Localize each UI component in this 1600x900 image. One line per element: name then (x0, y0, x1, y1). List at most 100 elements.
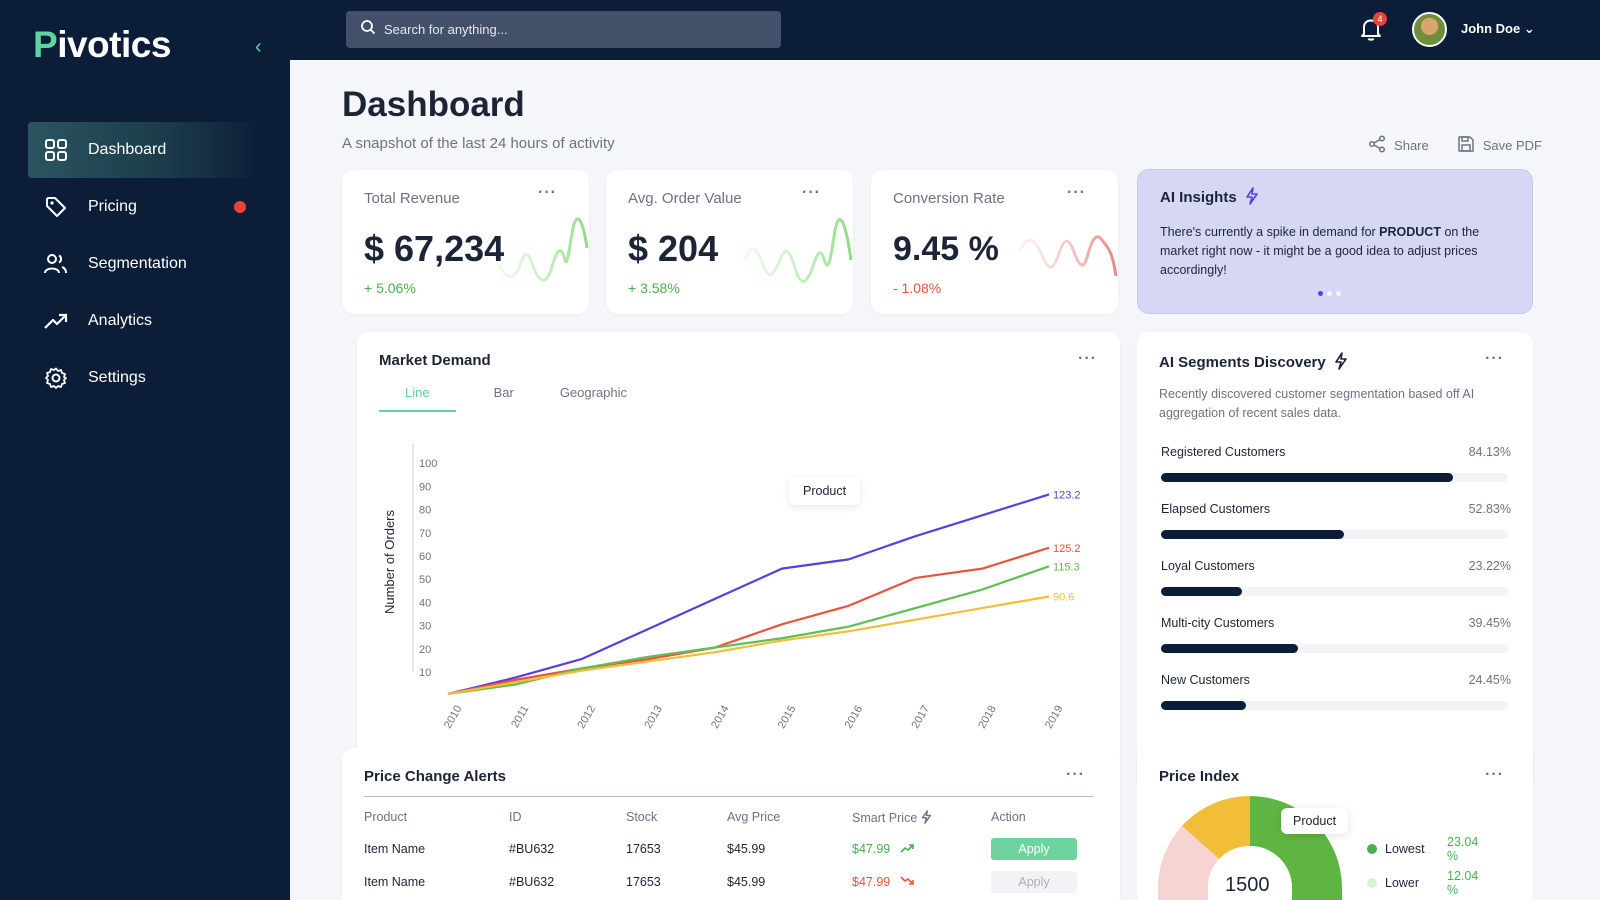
logo[interactable]: Pivotics (33, 24, 171, 66)
more-options-icon[interactable]: ··· (1078, 350, 1097, 367)
x-tick-label: 2015 (776, 704, 799, 731)
search-input[interactable] (384, 22, 764, 37)
carousel-dot[interactable] (1327, 291, 1332, 296)
logo-mark: P (33, 24, 58, 65)
carousel-dot[interactable] (1336, 291, 1341, 296)
more-options-icon[interactable]: ··· (538, 184, 557, 201)
legend-value: 23.04 % (1447, 835, 1479, 863)
column-header: Stock (626, 810, 658, 824)
action-cell: Apply (991, 865, 1094, 898)
insight-text-before: There's currently a spike in demand for (1160, 225, 1380, 239)
column-header: Product (364, 810, 408, 824)
donut-segment-lowest (1250, 796, 1342, 888)
more-options-icon[interactable]: ··· (1066, 766, 1085, 783)
segment-percent: 39.45% (1468, 616, 1511, 630)
series-end-label: 115.3 (1053, 561, 1080, 573)
kpi-value: 9.45 % (893, 230, 999, 268)
chart-tabs: Line Bar Geographic (379, 385, 665, 412)
kpi-change: - 1.08% (893, 280, 942, 296)
save-icon (1457, 135, 1475, 156)
product-cell: Item Name (364, 874, 426, 889)
avg-price-cell: $45.99 (727, 841, 766, 856)
series-end-label: 123.2 (1053, 489, 1081, 501)
y-tick-label: 60 (419, 551, 431, 563)
segment-name: Multi-city Customers (1161, 616, 1275, 630)
series-end-label: 125.2 (1053, 543, 1081, 555)
sidebar-item-segmentation[interactable]: Segmentation (28, 236, 264, 292)
save-pdf-button[interactable]: Save PDF (1457, 135, 1542, 156)
price-alerts-title: Price Change Alerts (364, 768, 506, 785)
divider (364, 796, 1094, 797)
more-options-icon[interactable]: ··· (1485, 350, 1504, 367)
kpi-value: $ 67,234 (364, 228, 505, 269)
segment-progress-track (1161, 644, 1508, 653)
x-tick-label: 2016 (843, 704, 866, 731)
series-line-yellow (447, 595, 1050, 696)
chart-tooltip: Product (789, 477, 861, 505)
share-button[interactable]: Share (1368, 135, 1429, 156)
sidebar-item-dashboard[interactable]: Dashboard (28, 122, 264, 178)
donut-segment-pink (1158, 826, 1219, 900)
segment-percent: 23.22% (1468, 559, 1511, 573)
tab-geographic[interactable]: Geographic (559, 385, 628, 400)
x-tick-label: 2012 (576, 704, 599, 731)
table-header-row: Product ID Stock Smart PriceAvg Price Sm… (364, 802, 1094, 832)
market-demand-title: Market Demand (379, 352, 491, 369)
more-options-icon[interactable]: ··· (1485, 766, 1504, 783)
segment-progress-fill (1161, 644, 1298, 653)
tab-bar[interactable]: Bar (493, 385, 514, 400)
tab-line[interactable]: Line (379, 385, 456, 412)
y-tick-label: 80 (419, 505, 431, 517)
trend-up-icon (900, 843, 914, 853)
sidebar-item-settings[interactable]: Settings (28, 350, 264, 406)
y-tick-label: 10 (419, 667, 431, 679)
search-icon (360, 19, 376, 40)
search-bar[interactable] (346, 11, 781, 48)
y-tick-label: 100 (419, 458, 437, 470)
user-menu[interactable]: John Doe ⌄ (1461, 21, 1535, 37)
apply-button[interactable]: Apply (991, 837, 1077, 860)
more-options-icon[interactable]: ··· (802, 184, 821, 201)
kpi-label: Conversion Rate (893, 190, 1005, 207)
lightning-icon (921, 809, 931, 824)
y-tick-label: 90 (419, 481, 431, 493)
segment-progress-fill (1161, 587, 1242, 596)
ai-insights-text: There's currently a spike in demand for … (1160, 223, 1510, 280)
more-options-icon[interactable]: ··· (1067, 184, 1086, 201)
sidebar-item-pricing[interactable]: Pricing (28, 179, 264, 235)
price-index-title: Price Index (1159, 768, 1240, 785)
y-axis-label: Number of Orders (382, 509, 397, 614)
page-actions: Share Save PDF (1368, 135, 1542, 156)
avg-price-cell: $45.99 (727, 874, 766, 889)
share-icon (1368, 135, 1386, 156)
carousel-dot[interactable] (1318, 291, 1323, 296)
segments-description: Recently discovered customer segmentatio… (1159, 387, 1475, 420)
y-tick-label: 50 (419, 574, 431, 586)
market-demand-card: Market Demand ··· Line Bar Geographic Nu… (357, 332, 1120, 795)
sidebar-item-analytics[interactable]: Analytics (28, 293, 264, 349)
segment-name: Loyal Customers (1161, 559, 1255, 573)
price-alerts-card: Price Change Alerts ··· Product ID Stock… (342, 748, 1120, 900)
ai-insights-title-text: AI Insights (1160, 189, 1237, 206)
avatar[interactable] (1412, 12, 1447, 47)
legend-label: Lower (1385, 876, 1420, 890)
notification-bell-icon[interactable] (1358, 16, 1384, 42)
y-tick-label: 20 (419, 644, 431, 656)
alert-dot (234, 201, 246, 213)
trend-down-icon (900, 875, 914, 885)
main-content: Dashboard A snapshot of the last 24 hour… (290, 60, 1600, 900)
price-index-donut (1158, 796, 1342, 900)
legend-item: Lower 12.04 % (1367, 869, 1478, 897)
save-pdf-label: Save PDF (1482, 138, 1542, 153)
kpi-card-aov: Avg. Order Value ··· $ 204 + 3.58% (606, 170, 853, 314)
apply-button[interactable]: Apply (991, 870, 1077, 893)
segments-title: AI Segments Discovery (1159, 352, 1348, 371)
gear-icon (44, 366, 68, 390)
y-tick-label: 70 (419, 528, 431, 540)
column-header: ID (509, 810, 522, 824)
segment-progress-fill (1161, 473, 1453, 482)
donut-center-value: 1500 (1225, 874, 1270, 896)
collapse-sidebar-icon[interactable]: ‹ (255, 36, 262, 58)
x-tick-label: 2019 (1043, 704, 1066, 731)
price-alerts-table: Product ID Stock Smart PriceAvg Price Sm… (364, 802, 1094, 898)
